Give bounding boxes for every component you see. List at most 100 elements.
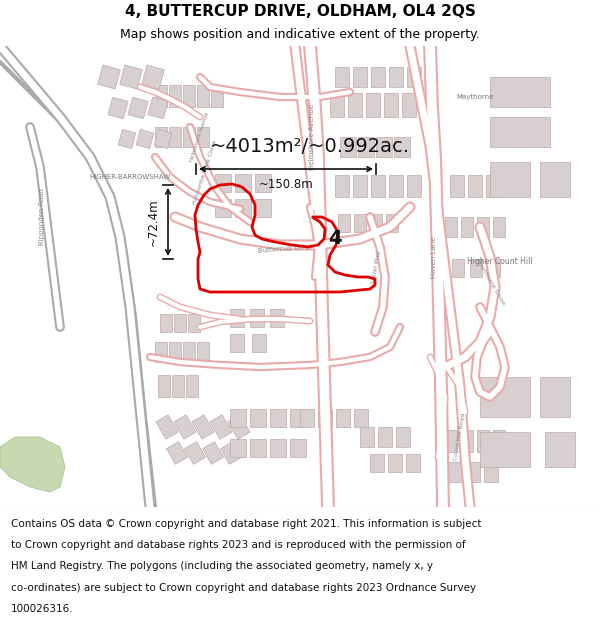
Bar	[230, 439, 246, 457]
Text: Haven Lane: Haven Lane	[431, 236, 437, 278]
Bar	[493, 430, 505, 452]
Bar	[250, 409, 266, 427]
Bar	[155, 127, 167, 147]
Text: Ripponden Road: Ripponden Road	[39, 189, 45, 246]
Bar	[445, 217, 457, 237]
Bar	[336, 409, 350, 427]
Bar	[166, 442, 188, 464]
Bar	[389, 175, 403, 197]
Bar	[335, 175, 349, 197]
Bar	[108, 98, 128, 119]
Text: ~4013m²/~0.992ac.: ~4013m²/~0.992ac.	[210, 138, 410, 156]
Text: Maythorne: Maythorne	[457, 94, 494, 100]
Bar	[354, 214, 366, 232]
Bar	[235, 174, 251, 192]
Bar	[490, 77, 550, 107]
Bar	[158, 375, 170, 397]
Bar	[376, 137, 392, 157]
Bar	[169, 127, 181, 147]
Bar	[466, 462, 480, 482]
Bar	[490, 117, 550, 147]
Bar	[120, 65, 142, 89]
Bar	[389, 67, 403, 87]
Bar	[445, 430, 457, 452]
Bar	[169, 342, 181, 362]
Bar	[360, 427, 374, 447]
Text: co-ordinates) are subject to Crown copyright and database rights 2023 Ordnance S: co-ordinates) are subject to Crown copyr…	[11, 582, 476, 592]
Bar	[188, 314, 200, 332]
Text: ~72.4m: ~72.4m	[146, 198, 160, 246]
Bar	[468, 175, 482, 197]
Bar	[215, 174, 231, 192]
Bar	[220, 442, 242, 464]
Bar	[353, 175, 367, 197]
Bar	[470, 259, 482, 277]
Bar	[192, 415, 214, 439]
Bar	[394, 137, 410, 157]
Bar	[407, 175, 421, 197]
Bar	[250, 439, 266, 457]
Polygon shape	[0, 437, 65, 492]
Bar	[255, 174, 271, 192]
Text: Maythorne Close: Maythorne Close	[475, 258, 505, 306]
Bar	[386, 214, 398, 232]
Bar	[184, 442, 206, 464]
Bar	[183, 85, 195, 107]
Bar	[183, 127, 195, 147]
Text: 4: 4	[328, 229, 342, 249]
Bar	[250, 309, 264, 327]
Text: Buttercup Drive: Buttercup Drive	[257, 244, 313, 254]
Bar	[330, 93, 344, 117]
Bar	[98, 65, 120, 89]
Bar	[290, 439, 306, 457]
Text: Sorrel Way: Sorrel Way	[371, 250, 382, 284]
Bar	[270, 409, 286, 427]
Bar	[174, 415, 196, 439]
Text: Holcombe View Close: Holcombe View Close	[192, 139, 218, 205]
Bar	[396, 427, 410, 447]
Bar	[172, 375, 184, 397]
Bar	[484, 462, 498, 482]
Bar	[358, 137, 374, 157]
Bar	[160, 314, 172, 332]
Bar	[461, 430, 473, 452]
Bar	[488, 259, 500, 277]
Text: Contains OS data © Crown copyright and database right 2021. This information is : Contains OS data © Crown copyright and d…	[11, 519, 481, 529]
Bar	[211, 85, 223, 107]
Bar	[477, 430, 489, 452]
Text: Helmshore Avenue: Helmshore Avenue	[309, 104, 315, 170]
Text: Helmshore Avenue: Helmshore Avenue	[190, 111, 211, 162]
Bar	[155, 85, 167, 107]
Bar	[340, 137, 356, 157]
Text: Higher Count Hill: Higher Count Hill	[467, 258, 533, 266]
Bar	[384, 93, 398, 117]
Bar	[230, 409, 246, 427]
Bar	[540, 377, 570, 417]
Text: 100026316.: 100026316.	[11, 604, 73, 614]
Bar	[486, 175, 500, 197]
Text: to Crown copyright and database rights 2023 and is reproduced with the permissio: to Crown copyright and database rights 2…	[11, 540, 466, 550]
Bar	[252, 334, 266, 352]
Bar	[545, 432, 575, 467]
Bar	[183, 342, 195, 362]
Bar	[402, 93, 416, 117]
Text: HM Land Registry. The polygons (including the associated geometry, namely x, y: HM Land Registry. The polygons (includin…	[11, 561, 433, 571]
Bar	[270, 439, 286, 457]
Bar	[338, 214, 350, 232]
Polygon shape	[0, 46, 600, 507]
Bar	[452, 259, 464, 277]
Bar	[480, 432, 530, 467]
Bar	[420, 93, 434, 117]
Text: Count Hill Road: Count Hill Road	[454, 412, 467, 461]
Bar	[493, 217, 505, 237]
Bar	[406, 454, 420, 472]
Bar	[235, 199, 251, 217]
Bar	[348, 93, 362, 117]
Bar	[370, 214, 382, 232]
Bar	[354, 409, 368, 427]
Text: HIGHER-BARROWSHAW: HIGHER-BARROWSHAW	[89, 174, 170, 180]
Bar	[318, 409, 332, 427]
Bar	[118, 129, 136, 149]
Bar	[197, 342, 209, 362]
Bar	[230, 309, 244, 327]
